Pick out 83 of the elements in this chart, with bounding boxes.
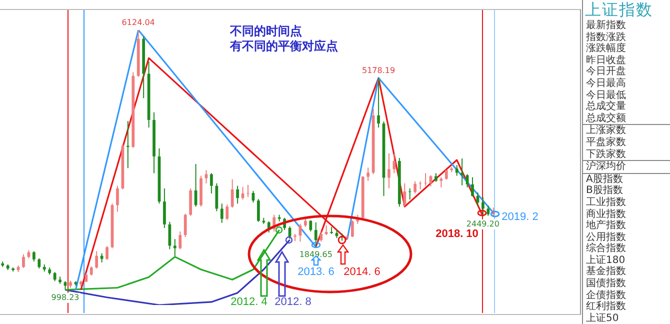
text: 指数涨跌 [585,32,627,43]
text: B股指数 [585,185,624,196]
candlestick [408,188,412,200]
candlestick [38,258,41,269]
text: 国债指数 [585,278,627,290]
candlestick [215,182,218,212]
candlestick [184,213,187,238]
candlestick [173,238,176,257]
text: 总成交量 [585,101,627,112]
candlestick [257,198,260,222]
candlestick [429,174,432,187]
text: 下跌家数 [583,148,670,162]
candlestick [314,222,318,248]
candlestick [126,120,130,169]
text: 公用指数 [585,232,627,243]
annotation: 有不同的平衡对应点 [229,39,338,54]
text: 综合指数 [585,243,627,254]
text: 基金指数 [585,266,627,278]
candlestick [444,170,448,180]
annotation: 5178.19 [362,66,396,76]
candlestick [455,164,458,176]
text: 今日开盘 [585,66,627,78]
text: 红利指数 [585,301,627,312]
text: 2019. 2 [502,211,538,224]
candlestick [414,180,417,194]
candlestick [309,220,312,232]
candlestick [440,176,443,188]
candlestick [106,246,108,260]
candlestick [388,152,390,189]
candlestick [460,158,464,186]
candlestick [210,172,213,194]
candlestick [95,250,98,269]
annotation: 2014. 6 [344,266,380,278]
candlestick [424,172,427,186]
candlestick [366,167,370,182]
candlestick [230,178,234,208]
candlestick [471,176,474,197]
text: 上涨家数 [585,125,627,136]
candlestick [53,272,56,282]
candlestick [377,77,380,128]
candlestick [320,230,323,242]
text: 平盘家数 [585,136,627,148]
candlestick [466,174,469,188]
text: 2012. 8 [274,296,312,308]
annotation: 不同的时间点 [229,24,302,38]
text: 今日最低 [585,90,627,101]
candlestick [32,250,36,262]
candlestick [324,224,328,236]
annotation: 2449.20 [466,219,500,228]
candlestick [168,221,172,250]
candlestick [482,196,484,217]
text: 2012. 4 [230,296,268,308]
text: 总成交额 [583,112,670,126]
candlestick [350,220,354,238]
text: 商业指数 [585,208,627,220]
annotation: 2018. 10 [436,228,478,240]
text: 企债指数 [585,290,627,301]
text: 上证50 [585,312,620,324]
text: 沪深均价 [583,161,670,174]
candlestick [178,230,182,250]
annotation: 1849.65 [299,250,332,259]
candlestick [236,185,239,204]
text: 昨日收盘 [585,54,627,66]
candlestick [90,266,93,276]
text: 工业指数 [585,196,627,208]
text: 今日最高 [585,78,627,90]
annotation: 6124.04 [122,18,155,28]
candlestick [163,188,166,228]
candlestick [486,205,490,216]
candlestick [116,185,119,212]
text: 地产指数 [585,220,627,232]
annotation: 2013. 6 [298,266,334,278]
candlestick [22,254,25,268]
text: 上证指数 [584,0,654,20]
text: 涨跌幅度 [585,43,627,55]
candlestick [226,204,229,220]
text: 最新指数 [585,20,627,32]
candlestick [403,182,406,208]
candlestick [246,184,250,198]
text: 上证180 [585,254,626,266]
candlestick [220,203,224,224]
annotation: 998.23 [51,292,80,302]
text: A股指数 [585,174,624,185]
